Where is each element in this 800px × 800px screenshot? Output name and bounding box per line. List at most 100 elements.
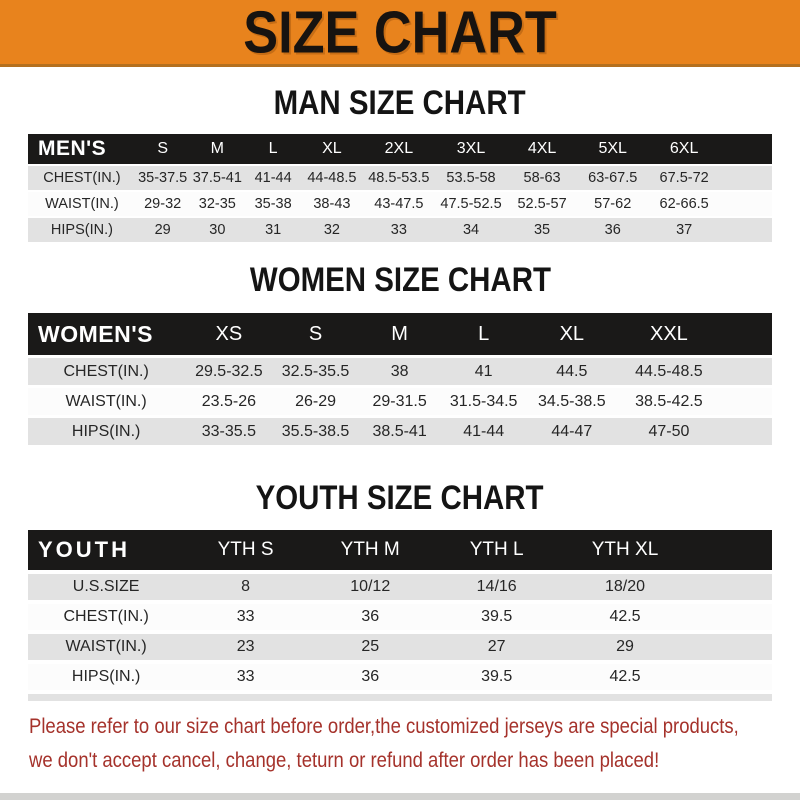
filler-cell	[690, 634, 772, 660]
size-value-cell: 38.5-42.5	[635, 392, 703, 410]
size-value-cell: 44-48.5	[307, 170, 357, 186]
size-value-cell: 34.5-38.5	[538, 392, 606, 410]
table-group-label: WOMEN'S	[28, 313, 185, 355]
size-column-header: YTH M	[306, 530, 434, 570]
filler-cell	[690, 664, 772, 690]
size-value-cell: 31	[265, 222, 282, 238]
size-value-cell: 58-63	[523, 170, 561, 186]
size-column-header: L	[441, 313, 526, 355]
size-column-header: L	[245, 134, 302, 164]
size-value-cell: 41	[474, 362, 493, 380]
row-label: CHEST(IN.)	[63, 362, 149, 380]
size-column-header: 2XL	[362, 134, 435, 164]
size-column-header: M	[189, 134, 246, 164]
size-value-cell: 39.5	[481, 608, 513, 625]
size-value-cell: 31.5-34.5	[449, 392, 518, 410]
measurement-row: HIPS(IN.) 33-35.5 35.5-38.5 38.5-41 41-44 44-…	[28, 418, 772, 445]
size-value-cell: 35-37.5	[138, 170, 188, 186]
row-label: WAIST(IN.)	[65, 638, 147, 655]
size-value-cell: 29	[616, 638, 634, 655]
women-section-title: WOMEN SIZE CHART	[249, 259, 551, 300]
size-value-cell: 26-29	[295, 392, 336, 410]
size-column-header: S	[135, 134, 190, 164]
women-size-table: WOMEN'S XS S M L XL XXL CHEST(IN.) 29.5-32.5 32.5…	[28, 310, 772, 448]
size-value-cell: 47.5-52.5	[440, 196, 502, 212]
size-value-cell: 29.5-32.5	[195, 362, 263, 380]
size-value-cell: 35.5-38.5	[281, 422, 350, 440]
filler-cell	[720, 192, 772, 216]
banner-title: SIZE CHART	[243, 0, 557, 65]
size-value-cell: 36	[361, 668, 380, 685]
size-value-cell: 23.5-26	[201, 392, 256, 410]
size-value-cell: 38	[390, 362, 409, 380]
size-value-cell: 29	[154, 222, 171, 238]
row-label: CHEST(IN.)	[63, 608, 149, 625]
measurement-row: HIPS(IN.) 33 36 39.5 42.5	[28, 664, 772, 690]
size-column-header: S	[273, 313, 358, 355]
page-bottom-strip	[0, 793, 800, 800]
size-column-header: XL	[301, 134, 363, 164]
size-value-cell: 67.5-72	[659, 170, 709, 186]
size-column-header: XL	[525, 313, 618, 355]
filler-cell	[720, 166, 772, 190]
size-column-header: 3XL	[434, 134, 508, 164]
size-value-cell: 48.5-53.5	[368, 170, 430, 186]
size-column-header: XS	[184, 313, 274, 355]
filler-cell	[720, 418, 772, 445]
size-value-cell: 38-43	[313, 196, 351, 212]
size-value-cell: 35	[533, 222, 551, 238]
row-label: HIPS(IN.)	[50, 222, 113, 238]
row-label: WAIST(IN.)	[45, 196, 119, 212]
size-column-header: 5XL	[577, 134, 649, 164]
table-header-row: WOMEN'S XS S M L XL XXL	[28, 313, 772, 355]
filler-cell	[719, 313, 772, 355]
size-column-header: 6XL	[648, 134, 720, 164]
size-column-header: 4XL	[507, 134, 578, 164]
filler-cell	[720, 388, 772, 415]
size-column-header: YTH L	[433, 530, 560, 570]
size-value-cell: 32-35	[198, 196, 236, 212]
size-column-header: YTH XL	[559, 530, 691, 570]
order-note: Please refer to our size chart before or…	[29, 714, 800, 775]
youth-size-table: YOUTH YTH S YTH M YTH L YTH XL U.S.SIZE 8 10/12…	[28, 526, 772, 694]
size-value-cell: 29-31.5	[372, 392, 427, 410]
youth-section-title: YOUTH SIZE CHART	[256, 477, 544, 518]
size-value-cell: 33	[236, 608, 255, 625]
size-column-header: XXL	[617, 313, 720, 355]
row-label: U.S.SIZE	[72, 578, 140, 595]
row-label: CHEST(IN.)	[43, 170, 121, 186]
size-value-cell: 38.5-41	[372, 422, 427, 440]
row-label: HIPS(IN.)	[71, 422, 141, 440]
size-value-cell: 36	[604, 222, 621, 238]
size-value-cell: 8	[241, 578, 251, 595]
table-header-row: MEN'S S M L XL 2XL 3XL 4XL 5XL 6XL	[28, 134, 772, 164]
size-value-cell: 44-47	[551, 422, 593, 440]
measurement-row: WAIST(IN.) 23.5-26 26-29 29-31.5 31.5-34.5 34…	[28, 388, 772, 415]
measurement-row: WAIST(IN.) 29-32 32-35 35-38 38-43 43-47.5 47.…	[28, 192, 772, 216]
men-size-table: MEN'S S M L XL 2XL 3XL 4XL 5XL 6XL CHEST(IN.) 35-37…	[28, 132, 772, 244]
size-value-cell: 57-62	[594, 196, 632, 212]
size-value-cell: 63-67.5	[588, 170, 638, 186]
size-value-cell: 39.5	[481, 668, 513, 685]
note-line-1: Please refer to our size chart before or…	[29, 715, 739, 738]
size-value-cell: 33	[390, 222, 407, 238]
measurement-row: U.S.SIZE 8 10/12 14/16 18/20	[28, 574, 772, 600]
table-group-label: YOUTH	[28, 530, 185, 570]
youth-table-bottom-strip	[28, 694, 772, 701]
filler-cell	[690, 530, 772, 570]
size-value-cell: 18/20	[604, 578, 646, 595]
size-column-header: M	[357, 313, 442, 355]
size-value-cell: 43-47.5	[374, 196, 424, 212]
size-value-cell: 14/16	[476, 578, 517, 595]
size-value-cell: 42.5	[609, 668, 641, 685]
size-chart-banner: SIZE CHART	[0, 0, 800, 67]
size-value-cell: 33	[236, 668, 255, 685]
table-header-row: YOUTH YTH S YTH M YTH L YTH XL	[28, 530, 772, 570]
filler-cell	[720, 358, 772, 385]
filler-cell	[690, 574, 772, 600]
filler-cell	[720, 218, 772, 242]
size-value-cell: 35-38	[254, 196, 292, 212]
size-value-cell: 52.5-57	[517, 196, 567, 212]
size-value-cell: 30	[209, 222, 226, 238]
